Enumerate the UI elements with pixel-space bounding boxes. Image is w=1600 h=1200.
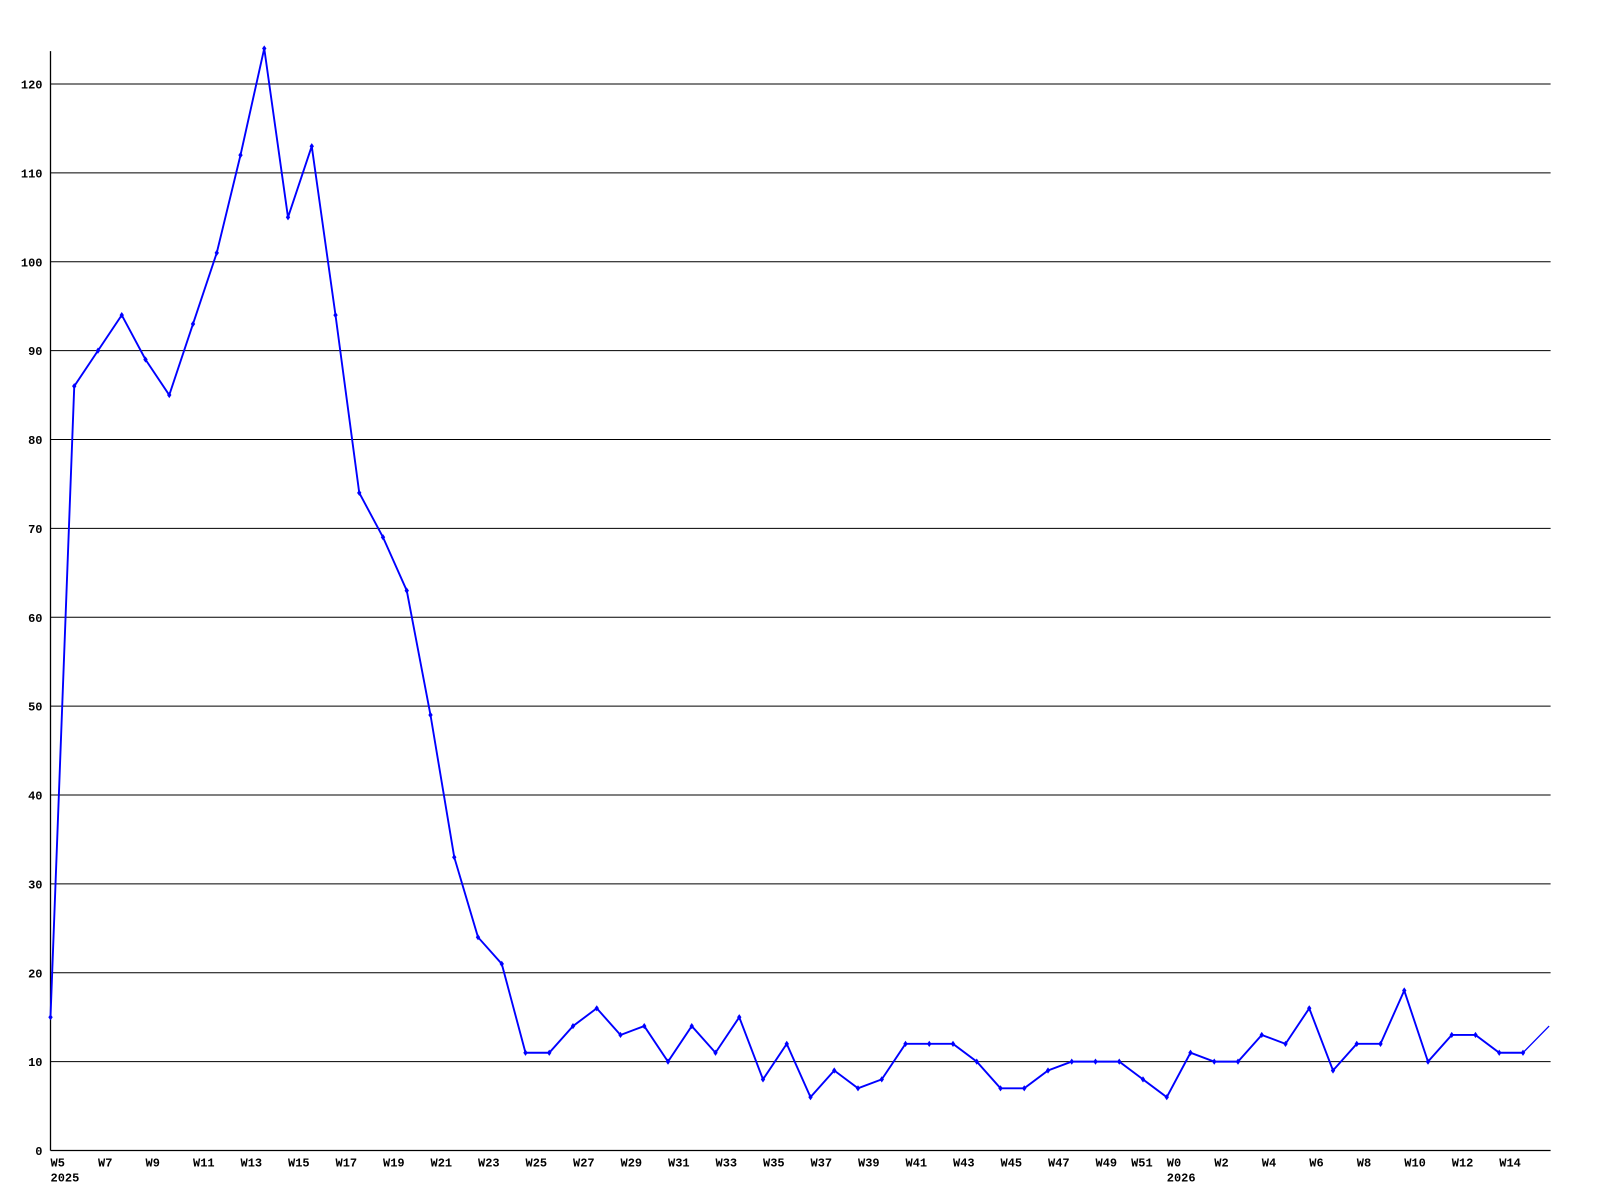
svg-text:80: 80 <box>28 434 42 448</box>
svg-text:W13: W13 <box>241 1157 263 1171</box>
svg-text:W41: W41 <box>906 1157 928 1171</box>
svg-text:W39: W39 <box>858 1157 880 1171</box>
svg-text:110: 110 <box>21 167 43 181</box>
svg-text:100: 100 <box>21 256 43 270</box>
svg-text:W4: W4 <box>1262 1157 1276 1171</box>
svg-text:W10: W10 <box>1404 1157 1426 1171</box>
svg-text:W49: W49 <box>1096 1157 1118 1171</box>
svg-text:60: 60 <box>28 612 42 626</box>
svg-text:W47: W47 <box>1048 1157 1070 1171</box>
svg-text:2026: 2026 <box>1167 1172 1196 1186</box>
svg-text:30: 30 <box>28 878 42 892</box>
svg-text:W33: W33 <box>716 1157 738 1171</box>
svg-text:50: 50 <box>28 701 42 715</box>
svg-text:W25: W25 <box>526 1157 548 1171</box>
svg-text:W43: W43 <box>953 1157 975 1171</box>
svg-text:W17: W17 <box>336 1157 358 1171</box>
svg-text:W51: W51 <box>1131 1157 1153 1171</box>
svg-text:20: 20 <box>28 967 42 981</box>
svg-text:W15: W15 <box>288 1157 310 1171</box>
svg-text:40: 40 <box>28 790 42 804</box>
svg-text:W29: W29 <box>621 1157 643 1171</box>
svg-text:2025: 2025 <box>51 1172 80 1186</box>
svg-text:W12: W12 <box>1452 1157 1474 1171</box>
svg-text:W2: W2 <box>1214 1157 1228 1171</box>
svg-text:W21: W21 <box>431 1157 453 1171</box>
svg-text:W45: W45 <box>1001 1157 1023 1171</box>
svg-text:W9: W9 <box>146 1157 160 1171</box>
svg-text:W27: W27 <box>573 1157 595 1171</box>
svg-text:W23: W23 <box>478 1157 500 1171</box>
svg-text:W37: W37 <box>811 1157 833 1171</box>
svg-text:70: 70 <box>28 523 42 537</box>
svg-text:W5: W5 <box>51 1157 65 1171</box>
svg-text:W14: W14 <box>1499 1157 1521 1171</box>
svg-text:W35: W35 <box>763 1157 785 1171</box>
svg-text:W31: W31 <box>668 1157 690 1171</box>
svg-text:W6: W6 <box>1309 1157 1323 1171</box>
svg-text:W0: W0 <box>1167 1157 1181 1171</box>
svg-text:10: 10 <box>28 1056 42 1070</box>
svg-text:90: 90 <box>28 345 42 359</box>
svg-text:W7: W7 <box>98 1157 112 1171</box>
svg-text:W8: W8 <box>1357 1157 1371 1171</box>
svg-text:120: 120 <box>21 79 43 93</box>
svg-text:W11: W11 <box>193 1157 215 1171</box>
svg-text:W19: W19 <box>383 1157 405 1171</box>
svg-text:0: 0 <box>35 1145 42 1159</box>
